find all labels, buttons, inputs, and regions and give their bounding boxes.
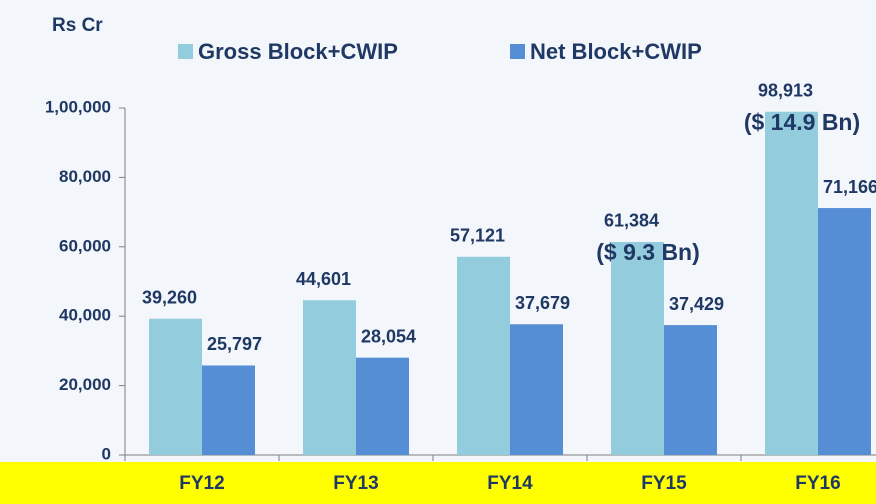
value-label: 25,797 bbox=[207, 334, 262, 354]
x-tick-label: FY14 bbox=[487, 473, 533, 494]
bar bbox=[356, 357, 409, 455]
value-label: 39,260 bbox=[142, 288, 197, 308]
bar bbox=[457, 256, 510, 455]
x-tick-label: FY13 bbox=[333, 473, 378, 494]
bar bbox=[149, 318, 202, 455]
value-label: 98,913 bbox=[758, 81, 813, 101]
bar bbox=[303, 300, 356, 455]
bar bbox=[765, 111, 818, 456]
legend-label: Gross Block+CWIP bbox=[198, 39, 398, 64]
y-tick-label: 60,000 bbox=[59, 236, 111, 255]
bar bbox=[202, 365, 255, 455]
bar bbox=[611, 241, 664, 455]
chart-title: Rs Cr bbox=[52, 15, 103, 36]
x-tick-label: FY12 bbox=[179, 473, 224, 494]
value-label: 71,166 bbox=[823, 177, 876, 197]
value-label: 44,601 bbox=[296, 269, 351, 289]
y-tick-label: 0 bbox=[102, 444, 111, 463]
annotation: ($ 14.9 Bn) bbox=[744, 109, 860, 135]
value-label: 37,679 bbox=[515, 293, 570, 313]
value-label: 57,121 bbox=[450, 226, 505, 246]
legend-swatch bbox=[178, 44, 193, 59]
annotation: ($ 9.3 Bn) bbox=[596, 239, 700, 265]
y-tick-label: 20,000 bbox=[59, 375, 111, 394]
y-tick-label: 1,00,000 bbox=[45, 97, 111, 116]
value-label: 28,054 bbox=[361, 326, 416, 346]
y-tick-label: 40,000 bbox=[59, 306, 111, 325]
x-tick-label: FY15 bbox=[641, 473, 687, 494]
value-label: 37,429 bbox=[669, 294, 724, 314]
legend-swatch bbox=[510, 44, 525, 59]
bar bbox=[664, 325, 717, 455]
legend-label: Net Block+CWIP bbox=[530, 39, 702, 64]
footer-band bbox=[0, 462, 876, 504]
value-label: 61,384 bbox=[604, 211, 659, 231]
y-tick-label: 80,000 bbox=[59, 167, 111, 186]
bar bbox=[818, 208, 871, 455]
x-tick-label: FY16 bbox=[795, 473, 840, 494]
bar bbox=[510, 324, 563, 455]
